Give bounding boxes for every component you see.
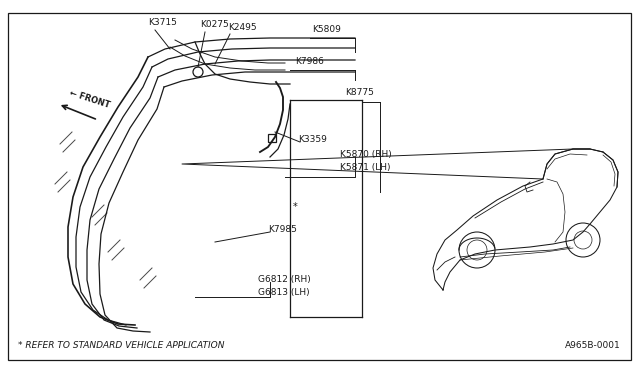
Text: K3359: K3359 [298,135,327,144]
Text: K3715: K3715 [148,18,177,27]
Text: K2495: K2495 [228,23,257,32]
Text: G6813 (LH): G6813 (LH) [258,288,310,297]
Text: K5870 (RH): K5870 (RH) [340,150,392,159]
Bar [268,134,276,142]
Text: *: * [292,202,298,212]
Text: K0275: K0275 [200,20,228,29]
Text: K5809: K5809 [312,25,341,34]
Text: * REFER TO STANDARD VEHICLE APPLICATION: * REFER TO STANDARD VEHICLE APPLICATION [18,341,225,350]
Text: ← FRONT: ← FRONT [68,89,111,110]
Text: K8775: K8775 [345,88,374,97]
Text: K7985: K7985 [268,225,297,234]
Text: K5871 (LH): K5871 (LH) [340,163,390,172]
Text: K7986: K7986 [295,57,324,66]
Text: A965B-0001: A965B-0001 [565,341,621,350]
Text: G6812 (RH): G6812 (RH) [258,275,311,284]
